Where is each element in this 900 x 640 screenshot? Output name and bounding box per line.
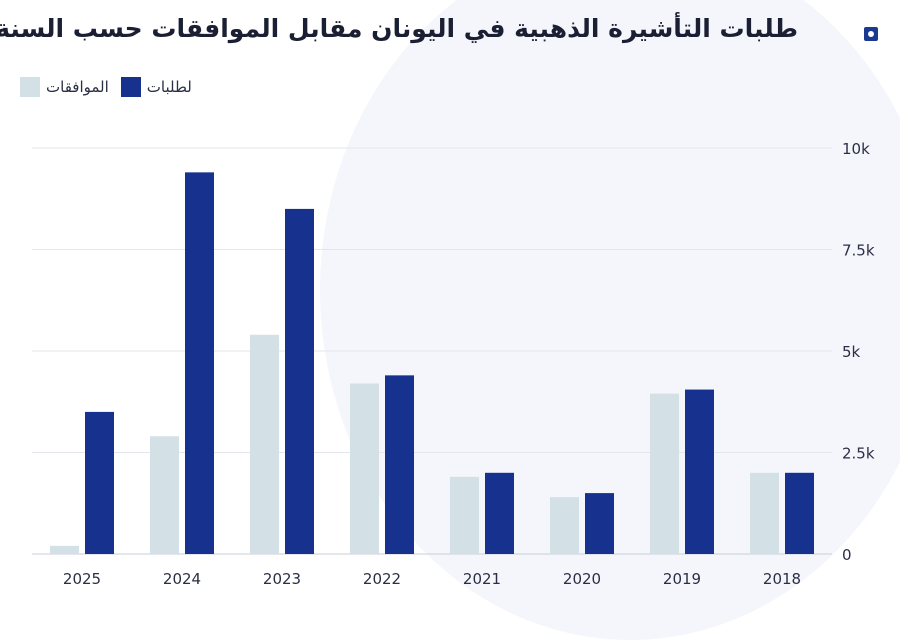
x-tick-label: 2025 — [63, 570, 101, 588]
approval-bar — [250, 334, 279, 554]
x-tick-label: 2023 — [263, 570, 301, 588]
legend-item-approvals: الموافقات — [20, 77, 109, 97]
approval-bar — [750, 472, 779, 554]
approval-bar — [450, 476, 479, 554]
application-bar — [785, 472, 814, 554]
application-bar — [585, 493, 614, 554]
x-tick-label: 2024 — [163, 570, 201, 588]
y-tick-label: 10k — [842, 140, 870, 158]
application-bar — [385, 375, 414, 554]
application-bar — [285, 208, 314, 554]
legend-item-applications: لطلبات — [120, 77, 192, 97]
legend-label-applications: لطلبات — [146, 78, 192, 96]
approval-bar — [150, 436, 179, 554]
x-tick-label: 2019 — [663, 570, 701, 588]
x-tick-label: 2018 — [763, 570, 801, 588]
approval-bar — [550, 497, 579, 554]
y-tick-label: 0 — [842, 546, 852, 564]
y-tick-label: 2.5k — [842, 445, 875, 463]
legend-label-approvals: الموافقات — [46, 78, 109, 96]
x-tick-label: 2022 — [363, 570, 401, 588]
chart-title: طلبات التأشيرة الذهبية في اليونان مقابل … — [0, 14, 798, 43]
x-tick-label: 2021 — [463, 570, 501, 588]
bar-chart: 0 2.5k 5k 7.5k 10k 2025 2024 2023 2022 2021 2020 20… — [32, 140, 875, 588]
y-tick-label: 5k — [842, 343, 861, 361]
approval-bar — [350, 383, 379, 554]
approval-bar — [50, 545, 79, 554]
square-logo-icon — [864, 27, 878, 41]
legend-swatch-approvals — [20, 77, 40, 97]
y-tick-label: 7.5k — [842, 242, 875, 260]
application-bar — [85, 411, 114, 554]
x-tick-label: 2020 — [563, 570, 601, 588]
legend-swatch-applications — [120, 77, 141, 97]
application-bar — [185, 172, 214, 555]
application-bar — [685, 389, 714, 554]
application-bar — [485, 472, 514, 554]
legend: الموافقات لطلبات — [20, 77, 192, 97]
approval-bar — [650, 393, 679, 554]
